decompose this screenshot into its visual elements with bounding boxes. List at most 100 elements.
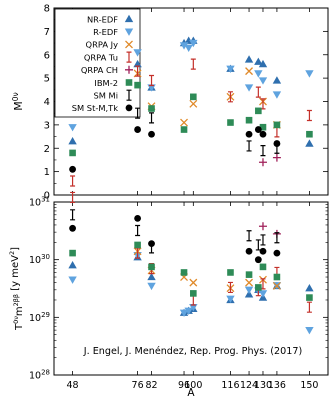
data-point (245, 271, 253, 278)
data-point (227, 119, 234, 126)
data-point (134, 81, 141, 89)
data-point (246, 230, 252, 242)
data-point (148, 263, 155, 271)
data-point (245, 278, 254, 287)
data-point (273, 273, 281, 281)
data-point (70, 175, 76, 187)
data-point (306, 130, 313, 138)
data-point (244, 55, 254, 63)
panel-top: 0 1 2 3 4 5 6 7 8 M0ν NR-EDF R-EDF QRPA Jy QRPA Tu QRP… (11, 4, 329, 202)
x-tick-label: 150 (300, 380, 318, 391)
legend-label: SM Mi (93, 91, 118, 101)
data-point (190, 58, 196, 70)
data-point (189, 304, 198, 312)
data-point (134, 214, 141, 222)
data-point (135, 65, 141, 77)
data-point (135, 224, 141, 237)
data-point (70, 191, 76, 204)
data-point (259, 123, 267, 131)
data-point (227, 91, 233, 103)
data-point (69, 249, 76, 257)
data-point (227, 281, 233, 294)
data-point (148, 240, 155, 247)
data-point (274, 126, 280, 138)
y-tick-label: 2 (44, 144, 50, 155)
data-point (305, 284, 314, 292)
x-tick-label: 116 (221, 380, 239, 391)
data-point (254, 57, 263, 65)
data-point (68, 124, 77, 132)
data-point (260, 144, 266, 157)
data-point (305, 326, 314, 335)
data-point (189, 39, 198, 48)
data-point (190, 93, 197, 101)
data-point (245, 116, 253, 124)
data-point (254, 70, 263, 78)
data-point (306, 109, 312, 122)
x-axis-label: A (187, 387, 195, 399)
legend-marker (124, 28, 134, 36)
y-tick-label: 5 (44, 74, 50, 85)
y-tick-label: 7 (44, 27, 50, 38)
data-point (69, 224, 76, 232)
data-point (147, 84, 156, 92)
y-tick-label: 8 (44, 4, 50, 15)
data-point (273, 121, 281, 129)
legend-marker (125, 104, 133, 112)
data-point (246, 140, 252, 152)
data-point (149, 74, 155, 87)
data-point (184, 44, 193, 52)
data-point (180, 269, 188, 276)
data-point (184, 307, 193, 315)
legend: NR-EDF R-EDF QRPA Jy QRPA Tu QRPA CH IBM-2 SM … (54, 8, 141, 118)
data-point (259, 247, 267, 255)
data-point (133, 59, 142, 68)
data-point (70, 209, 76, 221)
legend-label: SM St-M,Tk (72, 103, 118, 113)
data-point (258, 290, 268, 298)
data-point (244, 84, 254, 92)
data-point (180, 126, 188, 133)
x-tick-label: 48 (67, 380, 79, 391)
data-point (69, 149, 76, 157)
data-point (255, 239, 261, 251)
legend-marker (126, 51, 132, 63)
legend-label: IBM-2 (94, 78, 118, 88)
data-point (190, 290, 197, 297)
data-point (258, 158, 267, 167)
data-point (258, 59, 268, 68)
data-point (272, 281, 281, 290)
data-point (245, 247, 253, 255)
data-point (273, 249, 281, 257)
data-point (180, 118, 188, 127)
data-point (179, 42, 189, 50)
data-point (147, 272, 156, 281)
data-point (134, 126, 141, 133)
x-tick-label: 124 (240, 380, 258, 391)
legend-marker (125, 40, 133, 49)
legend-label: QRPA Tu (84, 52, 118, 62)
data-point (305, 139, 314, 147)
x-tick-label: 136 (268, 380, 286, 391)
x-tick-label: 130 (254, 380, 272, 391)
legend-label: QRPA Jy (86, 40, 119, 50)
y-axis-label: M0ν (11, 92, 25, 110)
data-point (179, 309, 189, 317)
data-point (133, 49, 142, 57)
data-point (306, 301, 312, 313)
data-point (134, 241, 141, 249)
legend-label: R-EDF (93, 27, 118, 37)
data-point (272, 76, 282, 84)
y-tick-label: 4 (44, 97, 50, 108)
data-point (226, 295, 235, 303)
data-point (135, 107, 141, 119)
data-point (245, 130, 253, 138)
data-point (148, 130, 155, 138)
data-point (306, 294, 313, 301)
y-tick-label: 0 (44, 191, 50, 202)
data-point (68, 261, 77, 269)
data-point (189, 99, 198, 108)
y-tick-label: 1030 (29, 253, 50, 266)
plot-frame (53, 201, 329, 376)
